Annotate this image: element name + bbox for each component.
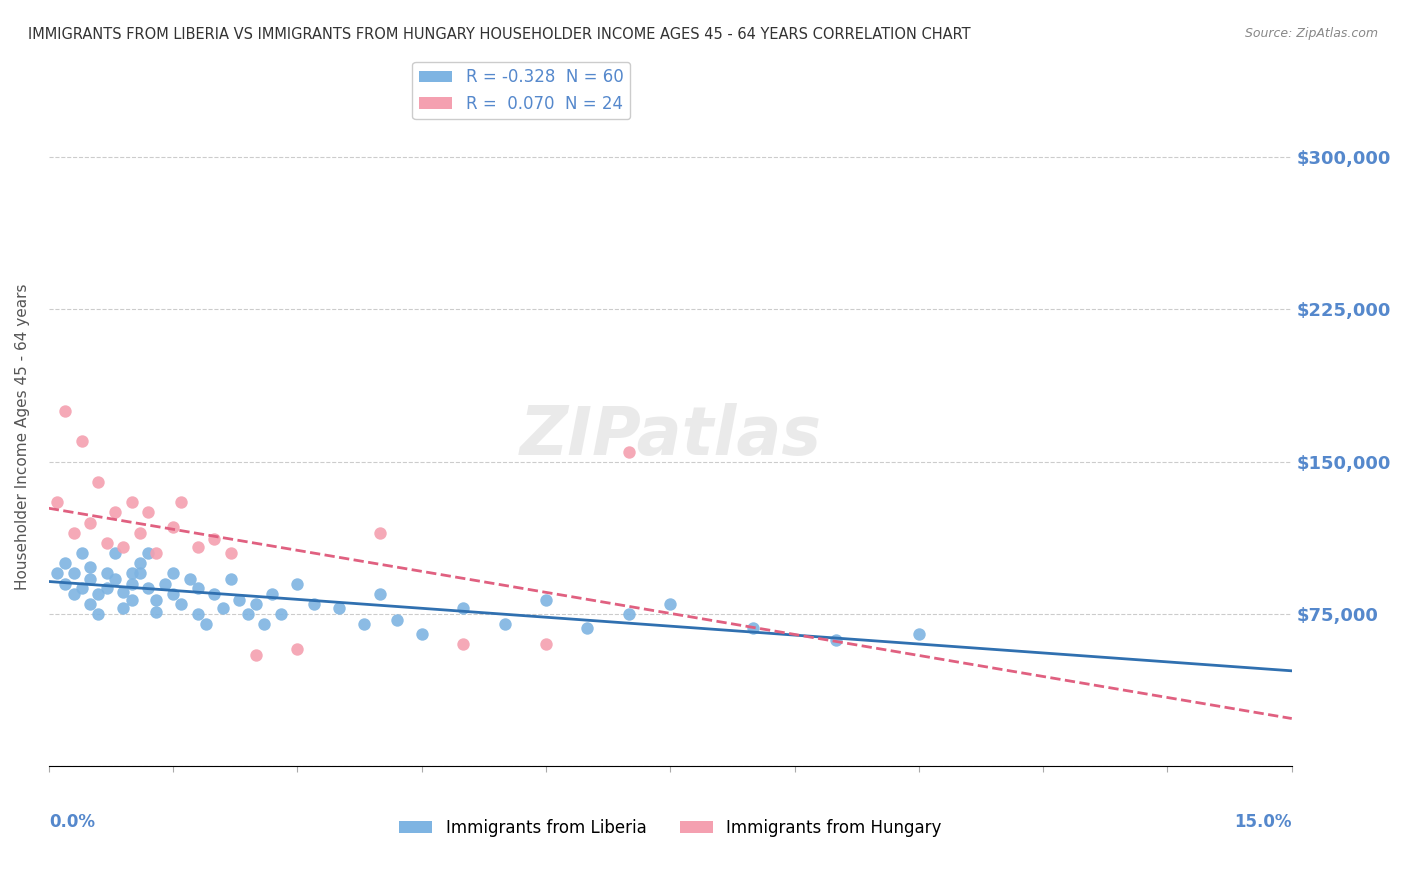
Y-axis label: Householder Income Ages 45 - 64 years: Householder Income Ages 45 - 64 years [15,283,30,590]
Point [129,556,152,570]
Point [908,627,931,641]
Text: ZIPatlas: ZIPatlas [519,403,821,469]
Point [62,587,84,601]
Point [162,587,184,601]
Point [368,525,391,540]
Point [46,566,69,581]
Point [211,600,233,615]
Point [136,581,159,595]
Point [245,597,267,611]
Point [104,573,127,587]
Point [534,592,557,607]
Text: IMMIGRANTS FROM LIBERIA VS IMMIGRANTS FROM HUNGARY HOUSEHOLDER INCOME AGES 45 - : IMMIGRANTS FROM LIBERIA VS IMMIGRANTS FR… [28,27,970,42]
Point [411,627,433,641]
Point [53,576,76,591]
Point [328,600,350,615]
Point [170,495,193,509]
Point [302,597,325,611]
Point [187,581,209,595]
Point [136,546,159,560]
Point [70,546,93,560]
Point [62,566,84,581]
Point [53,556,76,570]
Point [104,546,127,560]
Point [62,525,84,540]
Text: Source: ZipAtlas.com: Source: ZipAtlas.com [1244,27,1378,40]
Point [96,566,118,581]
Point [494,617,516,632]
Point [136,505,159,519]
Point [145,605,167,619]
Point [87,475,110,489]
Point [53,404,76,418]
Point [451,637,474,651]
Point [742,621,765,635]
Point [204,587,226,601]
Point [79,560,101,574]
Point [617,607,640,621]
Point [195,617,218,632]
Point [187,540,209,554]
Point [79,516,101,530]
Point [219,573,242,587]
Point [112,600,135,615]
Point [285,576,308,591]
Point [170,597,193,611]
Point [270,607,292,621]
Legend: R = -0.328  N = 60, R =  0.070  N = 24: R = -0.328 N = 60, R = 0.070 N = 24 [412,62,630,120]
Point [87,587,110,601]
Point [534,637,557,651]
Point [187,607,209,621]
Point [245,648,267,662]
Point [121,566,143,581]
Point [145,592,167,607]
Point [79,597,101,611]
Point [825,633,848,648]
Point [129,525,152,540]
Point [179,573,201,587]
Point [112,584,135,599]
Point [262,587,284,601]
Point [79,573,101,587]
Point [617,444,640,458]
Text: 15.0%: 15.0% [1234,813,1292,830]
Point [46,495,69,509]
Point [385,613,408,627]
Point [145,546,167,560]
Point [253,617,276,632]
Point [285,641,308,656]
Point [576,621,599,635]
Point [162,519,184,533]
Point [368,587,391,601]
Point [96,536,118,550]
Point [121,592,143,607]
Point [129,566,152,581]
Point [162,566,184,581]
Point [219,546,242,560]
Point [121,576,143,591]
Point [659,597,682,611]
Point [70,434,93,449]
Point [353,617,375,632]
Point [236,607,259,621]
Point [104,505,127,519]
Point [70,581,93,595]
Text: 0.0%: 0.0% [49,813,94,830]
Point [96,581,118,595]
Point [204,532,226,546]
Point [112,540,135,554]
Point [451,600,474,615]
Point [87,607,110,621]
Point [228,592,250,607]
Point [153,576,176,591]
Point [121,495,143,509]
